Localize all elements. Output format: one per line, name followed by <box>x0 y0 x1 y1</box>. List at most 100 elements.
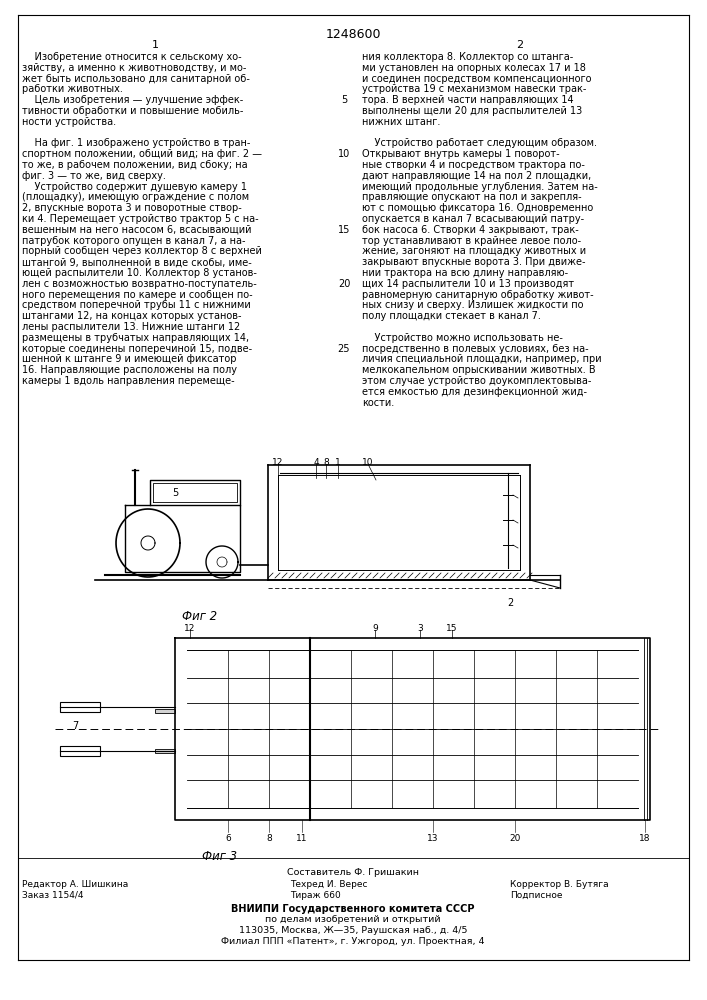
Text: вешенным на него насосом 6, всасывающий: вешенным на него насосом 6, всасывающий <box>22 225 252 235</box>
Text: ют с помощью фиксатора 16. Одновременно: ют с помощью фиксатора 16. Одновременно <box>362 203 593 213</box>
Text: 6: 6 <box>225 834 231 843</box>
Text: ности устройства.: ности устройства. <box>22 117 116 127</box>
Text: этом случае устройство доукомплектовыва-: этом случае устройство доукомплектовыва- <box>362 376 591 386</box>
Text: опускается в канал 7 всасывающий патру-: опускается в канал 7 всасывающий патру- <box>362 214 584 224</box>
Text: размещены в трубчатых направляющих 14,: размещены в трубчатых направляющих 14, <box>22 333 249 343</box>
Text: ки 4. Перемещает устройство трактор 5 с на-: ки 4. Перемещает устройство трактор 5 с … <box>22 214 259 224</box>
Text: Устройство можно использовать не-: Устройство можно использовать не- <box>362 333 563 343</box>
Text: 13: 13 <box>427 834 439 843</box>
Text: жет быть использовано для санитарной об-: жет быть использовано для санитарной об- <box>22 74 250 84</box>
Text: ВНИИПИ Государственного комитета СССР: ВНИИПИ Государственного комитета СССР <box>231 904 474 914</box>
Text: мелкокапельном опрыскивании животных. В: мелкокапельном опрыскивании животных. В <box>362 365 595 375</box>
Text: 16. Направляющие расположены на полу: 16. Направляющие расположены на полу <box>22 365 237 375</box>
Text: штангой 9, выполненной в виде скобы, име-: штангой 9, выполненной в виде скобы, име… <box>22 257 252 267</box>
Text: 2, впускные ворота 3 и поворотные створ-: 2, впускные ворота 3 и поворотные створ- <box>22 203 242 213</box>
Text: ния коллектора 8. Коллектор со штанга-: ния коллектора 8. Коллектор со штанга- <box>362 52 573 62</box>
Text: (площадку), имеющую ограждение с полом: (площадку), имеющую ограждение с полом <box>22 192 249 202</box>
Text: ющей распылители 10. Коллектор 8 установ-: ющей распылители 10. Коллектор 8 установ… <box>22 268 257 278</box>
Text: зяйству, а именно к животноводству, и мо-: зяйству, а именно к животноводству, и мо… <box>22 63 246 73</box>
Text: 15: 15 <box>338 225 350 235</box>
Text: нижних штанг.: нижних штанг. <box>362 117 440 127</box>
Text: кости.: кости. <box>362 398 395 408</box>
Text: 8: 8 <box>323 458 329 467</box>
Text: то же, в рабочем положении, вид сбоку; на: то же, в рабочем положении, вид сбоку; н… <box>22 160 247 170</box>
Text: по делам изобретений и открытий: по делам изобретений и открытий <box>265 915 440 924</box>
Text: Изобретение относится к сельскому хо-: Изобретение относится к сельскому хо- <box>22 52 242 62</box>
Text: 18: 18 <box>639 834 650 843</box>
Text: На фиг. 1 изображено устройство в тран-: На фиг. 1 изображено устройство в тран- <box>22 138 250 148</box>
Text: 15: 15 <box>446 624 457 633</box>
Text: штангами 12, на концах которых установ-: штангами 12, на концах которых установ- <box>22 311 242 321</box>
Text: Заказ 1154/4: Заказ 1154/4 <box>22 891 83 900</box>
Text: Подписное: Подписное <box>510 891 563 900</box>
Text: 10: 10 <box>362 458 374 467</box>
Text: 1248600: 1248600 <box>325 28 381 41</box>
Text: тор устанавливают в крайнее левое поло-: тор устанавливают в крайнее левое поло- <box>362 236 581 246</box>
Text: ного перемещения по камере и сообщен по-: ного перемещения по камере и сообщен по- <box>22 290 252 300</box>
Text: порный сообщен через коллектор 8 с верхней: порный сообщен через коллектор 8 с верхн… <box>22 246 262 256</box>
Text: работки животных.: работки животных. <box>22 84 123 94</box>
Text: тора. В верхней части направляющих 14: тора. В верхней части направляющих 14 <box>362 95 573 105</box>
Text: 4: 4 <box>313 458 319 467</box>
Text: спортном положении, общий вид; на фиг. 2 —: спортном положении, общий вид; на фиг. 2… <box>22 149 262 159</box>
Text: 7: 7 <box>72 721 78 731</box>
Text: 9: 9 <box>372 624 378 633</box>
Text: 10: 10 <box>338 149 350 159</box>
Text: личия специальной площадки, например, при: личия специальной площадки, например, пр… <box>362 354 602 364</box>
Text: нии трактора на всю длину направляю-: нии трактора на всю длину направляю- <box>362 268 568 278</box>
Text: ется емкостью для дезинфекционной жид-: ется емкостью для дезинфекционной жид- <box>362 387 587 397</box>
Bar <box>60 702 100 712</box>
Text: 25: 25 <box>338 344 350 354</box>
Text: и соединен посредством компенсационного: и соединен посредством компенсационного <box>362 74 592 84</box>
Text: дают направляющие 14 на пол 2 площадки,: дают направляющие 14 на пол 2 площадки, <box>362 171 591 181</box>
Text: Техред И. Верес: Техред И. Верес <box>290 880 368 889</box>
Text: Редактор А. Шишкина: Редактор А. Шишкина <box>22 880 128 889</box>
Text: имеющий продольные углубления. Затем на-: имеющий продольные углубления. Затем на- <box>362 182 597 192</box>
Text: средством поперечной трубы 11 с нижними: средством поперечной трубы 11 с нижними <box>22 300 251 310</box>
Text: патрубок которого опущен в канал 7, а на-: патрубок которого опущен в канал 7, а на… <box>22 236 245 246</box>
Text: щих 14 распылители 10 и 13 производят: щих 14 распылители 10 и 13 производят <box>362 279 574 289</box>
Text: 20: 20 <box>509 834 520 843</box>
Text: устройства 19 с механизмом навески трак-: устройства 19 с механизмом навески трак- <box>362 84 586 94</box>
Text: 20: 20 <box>338 279 350 289</box>
Text: бок насоса 6. Створки 4 закрывают, трак-: бок насоса 6. Створки 4 закрывают, трак- <box>362 225 579 235</box>
Text: Филиал ППП «Патент», г. Ужгород, ул. Проектная, 4: Филиал ППП «Патент», г. Ужгород, ул. Про… <box>221 937 485 946</box>
Text: ных снизу и сверху. Излишек жидкости по: ных снизу и сверху. Излишек жидкости по <box>362 300 583 310</box>
Text: 113035, Москва, Ж—35, Раушская наб., д. 4/5: 113035, Москва, Ж—35, Раушская наб., д. … <box>239 926 467 935</box>
Text: 1: 1 <box>151 40 158 50</box>
Text: 8: 8 <box>266 834 272 843</box>
Text: Цель изобретения — улучшение эффек-: Цель изобретения — улучшение эффек- <box>22 95 243 105</box>
Text: Корректор В. Бутяга: Корректор В. Бутяга <box>510 880 609 889</box>
Bar <box>155 749 175 753</box>
Text: 11: 11 <box>296 834 308 843</box>
Text: тивности обработки и повышение мобиль-: тивности обработки и повышение мобиль- <box>22 106 243 116</box>
Text: закрывают впускные ворота 3. При движе-: закрывают впускные ворота 3. При движе- <box>362 257 585 267</box>
Text: 2: 2 <box>507 598 513 608</box>
Text: 5: 5 <box>172 488 178 498</box>
Text: 5: 5 <box>341 95 347 105</box>
Text: Устройство содержит душевую камеру 1: Устройство содержит душевую камеру 1 <box>22 182 247 192</box>
Text: ми установлен на опорных колесах 17 и 18: ми установлен на опорных колесах 17 и 18 <box>362 63 586 73</box>
Text: правляющие опускают на пол и закрепля-: правляющие опускают на пол и закрепля- <box>362 192 582 202</box>
Text: Фиг 3: Фиг 3 <box>202 850 238 863</box>
Text: 12: 12 <box>185 624 196 633</box>
Text: 1: 1 <box>335 458 341 467</box>
Text: лен с возможностью возвратно-поступатель-: лен с возможностью возвратно-поступатель… <box>22 279 257 289</box>
Text: посредственно в полевых условиях, без на-: посредственно в полевых условиях, без на… <box>362 344 589 354</box>
Text: 12: 12 <box>272 458 284 467</box>
Bar <box>60 746 100 756</box>
Text: равномерную санитарную обработку живот-: равномерную санитарную обработку живот- <box>362 290 594 300</box>
Text: Фиг 2: Фиг 2 <box>182 610 218 623</box>
Text: полу площадки стекает в канал 7.: полу площадки стекает в канал 7. <box>362 311 541 321</box>
Text: шенной к штанге 9 и имеющей фиксатор: шенной к штанге 9 и имеющей фиксатор <box>22 354 237 364</box>
Bar <box>155 709 175 713</box>
Text: выполнены щели 20 для распылителей 13: выполнены щели 20 для распылителей 13 <box>362 106 583 116</box>
Text: Устройство работает следующим образом.: Устройство работает следующим образом. <box>362 138 597 148</box>
Text: 2: 2 <box>516 40 524 50</box>
Text: Открывают внутрь камеры 1 поворот-: Открывают внутрь камеры 1 поворот- <box>362 149 560 159</box>
Text: Составитель Ф. Гришакин: Составитель Ф. Гришакин <box>287 868 419 877</box>
Text: фиг. 3 — то же, вид сверху.: фиг. 3 — то же, вид сверху. <box>22 171 166 181</box>
Text: 3: 3 <box>417 624 423 633</box>
Text: лены распылители 13. Нижние штанги 12: лены распылители 13. Нижние штанги 12 <box>22 322 240 332</box>
Text: камеры 1 вдоль направления перемеще-: камеры 1 вдоль направления перемеще- <box>22 376 235 386</box>
